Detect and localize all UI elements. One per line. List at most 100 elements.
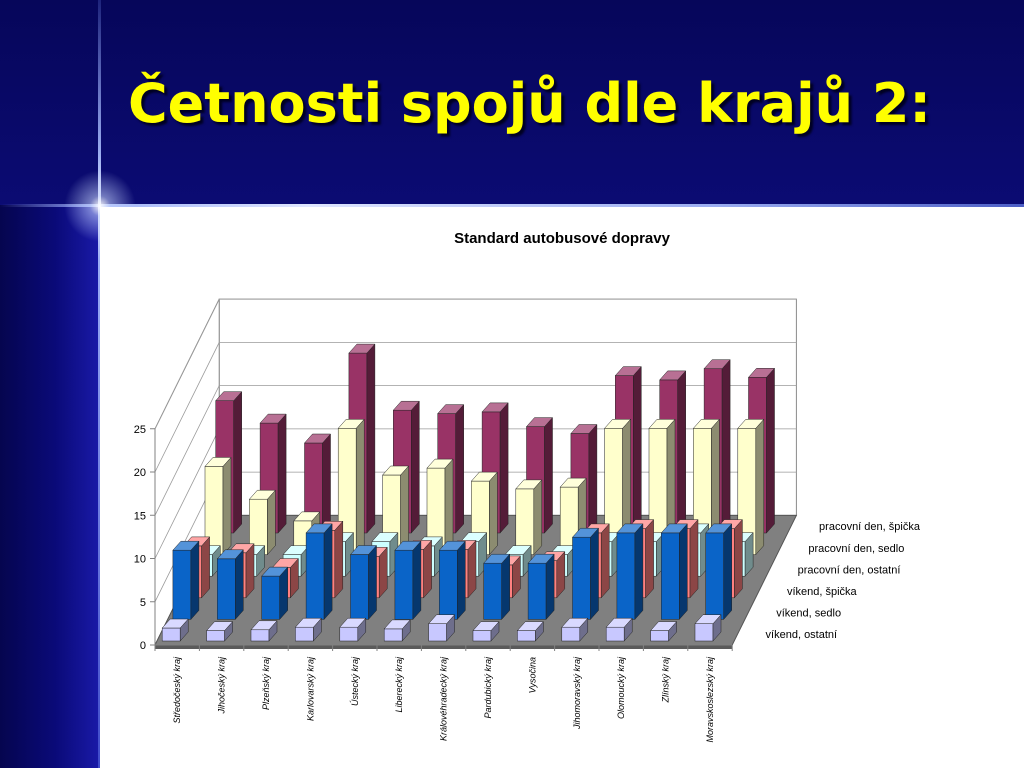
bar-side [334, 520, 344, 599]
bar-front [515, 488, 535, 555]
x-tick-label: Zlínský kraj [661, 656, 671, 704]
bar-front [383, 628, 403, 642]
x-tick-label: Jihomoravský kraj [572, 656, 582, 730]
bar-top [438, 540, 466, 551]
bar-top [259, 413, 287, 424]
bar-1-13 [694, 614, 722, 642]
series-label: víkend, špička [787, 586, 858, 598]
bar-1-5 [339, 617, 367, 642]
bar-1-11 [605, 617, 633, 642]
bar-top [383, 619, 411, 630]
bar-front [561, 626, 581, 642]
x-tick-label: Karlovarský kraj [305, 656, 315, 721]
bar-top [659, 370, 687, 381]
bar-top [248, 489, 276, 500]
bar-side [423, 539, 432, 599]
bar-top [470, 471, 498, 482]
series-label: víkend, ostatní [766, 629, 838, 641]
bar-side [355, 418, 365, 556]
bar-2-9 [527, 553, 555, 621]
bar-side [533, 479, 543, 556]
bar-side [233, 391, 242, 534]
bar-top [559, 477, 587, 488]
bar-top [525, 417, 554, 427]
bar-top [337, 419, 365, 429]
bar-1-6 [383, 619, 411, 642]
bar-side [634, 523, 644, 621]
bar-top [650, 621, 678, 631]
bar-2-4 [305, 523, 333, 621]
bar-top [392, 400, 420, 411]
bar-top [616, 523, 644, 534]
bar-side [734, 518, 743, 599]
bar-front [705, 532, 724, 620]
bar-side [366, 343, 376, 534]
chart-3d-bar: Standard autobusové dopravy 0 5 10 15 20 25 St… [134, 230, 921, 743]
chart-title: Standard autobusové dopravy [454, 230, 671, 247]
bar-5-8 [515, 479, 543, 556]
bar-2-12 [660, 523, 688, 621]
gridline [154, 385, 797, 516]
y-tick-label: 0 [140, 640, 146, 652]
bar-top [172, 540, 200, 551]
bar-2-1 [172, 540, 200, 621]
bar-side [222, 456, 232, 556]
series-label: pracovní den, ostatní [798, 564, 901, 576]
bar-side [201, 536, 210, 599]
bar-1-8 [472, 620, 500, 642]
bar-front [650, 630, 669, 642]
bar-front [572, 536, 591, 620]
bar-top [660, 523, 688, 534]
x-tick-label: Jihočeský kraj [217, 656, 227, 715]
bar-top [348, 343, 376, 354]
bar-side [544, 416, 553, 534]
bar-top [481, 402, 509, 413]
bar-front [428, 623, 447, 642]
x-tick-label: Olomoucký kraj [616, 656, 626, 719]
gridline [154, 298, 797, 429]
bar-2-11 [616, 523, 644, 621]
bar-top [305, 523, 333, 534]
bar-2-7 [438, 540, 466, 621]
bar-1-10 [561, 617, 589, 642]
bar-front [217, 558, 236, 620]
x-tick-label: Ústecký kraj [350, 656, 360, 706]
bar-top [204, 457, 232, 467]
bar-front [527, 562, 547, 620]
bar-5-6 [426, 458, 454, 556]
bar-side [645, 518, 654, 599]
series-label: víkend, sedlo [776, 608, 841, 620]
bar-side [689, 518, 699, 599]
bar-top [705, 523, 733, 534]
chart-panel: Standard autobusové dopravy 0 5 10 15 20 25 St… [100, 207, 1024, 768]
bar-top [703, 359, 731, 369]
bar-1-4 [294, 617, 322, 642]
bar-1-7 [428, 614, 456, 642]
bar-top [349, 545, 378, 555]
bar-top [394, 540, 422, 551]
bar-front [661, 532, 680, 620]
x-tick-label: Vysočina [527, 657, 537, 693]
bar-front [339, 626, 359, 642]
bar-front [616, 532, 636, 620]
bar-side [489, 471, 498, 556]
bar-top [428, 614, 456, 624]
bar-top [382, 465, 410, 476]
x-tick-label: Liberecký kraj [394, 656, 404, 713]
bar-side [499, 402, 509, 534]
bar-top [426, 458, 454, 469]
background-top-band [0, 0, 1024, 205]
bar-1-1 [161, 618, 189, 642]
bar-side [721, 359, 731, 534]
bar-top [737, 419, 765, 429]
bar-side [679, 523, 688, 621]
bar-top [570, 424, 598, 434]
bar-top [614, 366, 642, 376]
bar-top [483, 553, 511, 564]
bar-front [472, 630, 492, 642]
bar-front [394, 549, 414, 620]
bar-5-2 [248, 489, 276, 556]
y-tick-label: 5 [140, 597, 146, 609]
bar-side [600, 523, 610, 599]
bar-top [293, 511, 321, 522]
